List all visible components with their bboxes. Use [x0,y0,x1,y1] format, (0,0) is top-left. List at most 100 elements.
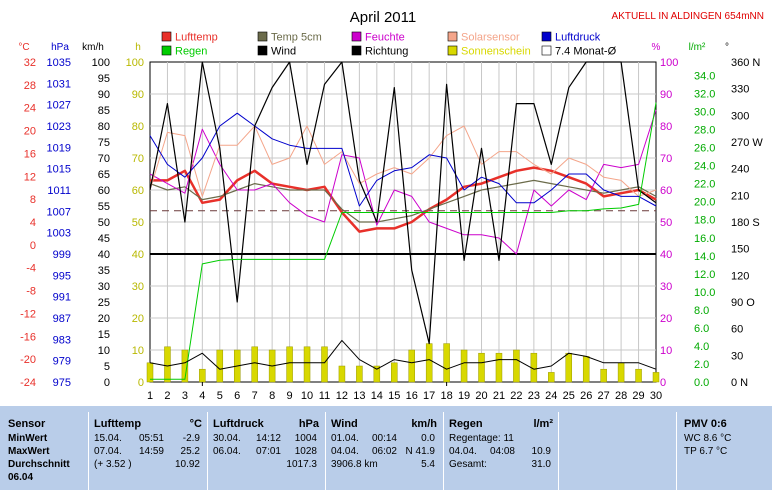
sun-tick-label: 50 [132,217,144,229]
temp-tick-label: 24 [24,103,36,115]
axis-unit-labels: °C hPa km/h h % l/m² ° [18,42,729,53]
sunshine-bar [216,349,224,383]
legend-label: Wind [271,46,296,58]
sun-tick-label: 10 [132,345,144,357]
direction-tick-label: 330 [731,84,749,96]
legend-label: Feuchte [365,32,405,44]
direction-tick-label: 360 N [731,57,760,69]
wind-tick-label: 15 [98,329,110,341]
x-axis-labels: 1 2 3 4 5 6 7 8 9 10 11 12 13 14 15 16 17 18 19 20 21 22 23 24 2… [147,390,662,400]
sunshine-bar [652,372,660,383]
series-line-regen-summe- [150,102,657,380]
pressure-tick-label: 1007 [47,206,71,218]
weather-chart: April 2011 AKTUELL IN ALDINGEN 654mNN Lu… [18,9,764,400]
wind-tick-label: 60 [98,185,110,197]
direction-tick-label: 90 O [731,297,755,309]
sunshine-bar [565,352,573,383]
humidity-tick-label: 80 [660,121,672,133]
max-label: MaxWert [8,446,50,457]
x-tick-label: 25 [563,390,575,400]
x-tick-label: 20 [475,390,487,400]
x-tick-label: 8 [269,390,275,400]
wind-tick-label: 65 [98,169,110,181]
humidity-unit-label: % [652,42,661,53]
direction-tick-label: 30 [731,350,743,362]
x-tick-label: 18 [440,390,452,400]
lufttemp-max: 07.04. 14:59 25.2 [94,446,200,457]
humidity-tick-label: 60 [660,185,672,197]
sunshine-bar [251,346,258,383]
direction-tick-label: 180 S [731,217,760,229]
rain-tick-label: 28.0 [694,125,715,137]
x-tick-label: 9 [287,390,293,400]
panel-divider [443,412,444,490]
wind-tick-label: 85 [98,105,110,117]
series-line-wind [149,61,657,345]
lufttemp-header: Lufttemp °C [94,418,202,430]
wind-tick-label: 40 [98,249,110,261]
pressure-tick-label: 999 [53,249,71,261]
sunshine-bars [146,343,660,383]
legend-label: Lufttemp [175,32,218,44]
lufttemp-column: Lufttemp °C 15.04. 05:51 -2.9 07.04. 14:59 25… [94,418,202,471]
temp-tick-label: -8 [26,286,36,298]
sunshine-bar [617,362,625,383]
legend: Lufttemp Temp 5cm Feuchte Solarsensor Luftdr… [161,31,617,58]
direction-tick-label: 150 [731,244,749,256]
sunshine-bar [408,349,415,383]
x-tick-label: 14 [371,390,383,400]
sun-unit-label: h [135,42,141,53]
x-tick-label: 4 [199,390,205,400]
sun-tick-label: 20 [132,313,144,325]
min-label: MinWert [8,433,48,444]
temp-tick-label: 32 [24,57,36,69]
temp-tick-label: -24 [20,377,36,389]
direction-tick-label: 300 [731,110,749,122]
wind-column: Wind km/h 01.04. 00:14 0.0 04.04. 06:02 N 41.… [331,418,437,471]
legend-label: Luftdruck [555,32,601,44]
direction-tick-label: 60 [731,324,743,336]
pressure-tick-label: 987 [53,313,71,325]
temp-unit-label: °C [18,42,29,53]
sunshine-bar [460,349,468,383]
wind-tick-label: 90 [98,89,110,101]
x-tick-label: 22 [510,390,522,400]
sun-tick-label: 70 [132,153,144,165]
wind-max: 04.04. 06:02 N 41.9 [331,446,435,457]
series-line-lufttemp [150,166,657,233]
pressure-tick-label: 983 [53,334,71,346]
direction-tick-label: 270 W [731,137,763,149]
legend-swatch [447,31,458,42]
sensor-header: Sensor [8,418,46,430]
x-tick-label: 11 [319,390,330,400]
moon-phases [201,382,448,386]
pressure-tick-label: 1003 [47,228,71,240]
temp-tick-label: 28 [24,80,36,92]
legend-swatch [161,45,172,56]
x-tick-label: 17 [423,390,435,400]
sunshine-bar [635,368,642,383]
legend-label: 7.4 Monat-Ø [555,46,617,58]
panel-divider [88,412,89,490]
wind-tick-label: 0 [104,377,110,389]
lufttemp-min: 15.04. 05:51 -2.9 [94,433,200,444]
legend-swatch [541,45,552,56]
pressure-tick-label: 975 [53,377,71,389]
wind-tick-label: 55 [98,201,110,213]
sun-tick-label: 40 [132,249,144,261]
x-tick-label: 28 [615,390,627,400]
legend-swatch [257,31,268,42]
pressure-tick-label: 1027 [47,100,71,112]
rain-tick-label: 12.0 [694,269,715,281]
humidity-tick-label: 70 [660,153,672,165]
extra-label: 06.04 [8,472,34,483]
luftdruck-avg: 1017.3 [286,459,317,470]
humidity-tick-label: 20 [660,313,672,325]
rain-tick-label: 2.0 [694,359,709,371]
series-lines [149,61,657,380]
sunshine-bar [321,346,328,383]
luftdruck-column: Luftdruck hPa 30.04. 14:12 1004 06.04. 07:01… [213,418,319,471]
x-tick-label: 21 [493,390,505,400]
x-tick-label: 6 [234,390,240,400]
wind-tick-label: 95 [98,73,110,85]
